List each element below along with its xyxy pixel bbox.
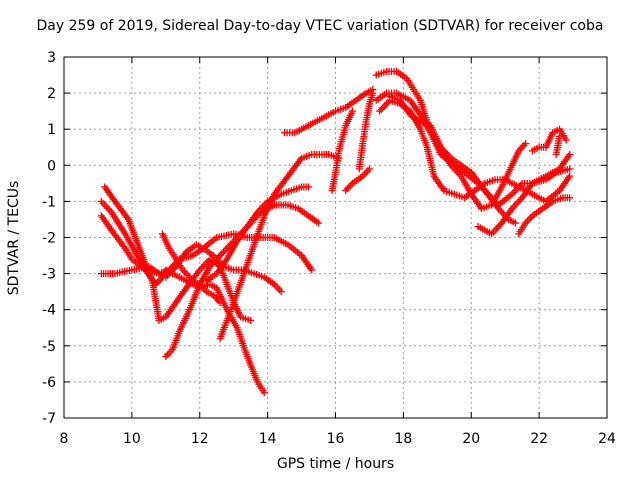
y-tick-label: -6 bbox=[42, 375, 56, 391]
series-s19 bbox=[528, 125, 570, 155]
y-tick-label: -5 bbox=[42, 339, 56, 355]
y-axis-label: SDTVAR / TECUs bbox=[6, 180, 22, 296]
series-s12 bbox=[342, 165, 373, 195]
data-point bbox=[216, 298, 224, 306]
x-tick-label: 10 bbox=[123, 431, 141, 447]
x-tick-label: 16 bbox=[327, 431, 345, 447]
data-point bbox=[511, 219, 519, 227]
data-point bbox=[277, 288, 285, 296]
data-point bbox=[566, 165, 574, 173]
data-point bbox=[304, 183, 312, 191]
x-tick-label: 14 bbox=[259, 431, 277, 447]
x-tick-label: 12 bbox=[191, 431, 209, 447]
x-tick-label: 8 bbox=[60, 431, 69, 447]
chart-title: Day 259 of 2019, Sidereal Day-to-day VTE… bbox=[36, 18, 604, 34]
series-s16 bbox=[386, 93, 530, 213]
data-point bbox=[369, 89, 377, 97]
y-tick-label: 2 bbox=[47, 86, 56, 102]
data-point bbox=[566, 172, 574, 180]
series-s18 bbox=[515, 194, 574, 238]
series-s5 bbox=[158, 230, 224, 306]
data-point bbox=[348, 107, 356, 115]
y-tick-label: 0 bbox=[47, 158, 56, 174]
series-s20 bbox=[552, 132, 563, 158]
x-tick-label: 24 bbox=[598, 431, 616, 447]
series-s11 bbox=[355, 89, 377, 173]
data-point bbox=[315, 219, 323, 227]
y-tick-label: -7 bbox=[42, 411, 56, 427]
x-axis-label: GPS time / hours bbox=[276, 456, 395, 472]
x-tick-label: 22 bbox=[530, 431, 548, 447]
data-point bbox=[308, 266, 316, 274]
y-tick-label: -4 bbox=[42, 303, 56, 319]
data-layer bbox=[97, 67, 574, 397]
data-point bbox=[522, 140, 530, 148]
x-tick-label: 20 bbox=[462, 431, 480, 447]
data-point bbox=[562, 136, 570, 144]
y-tick-label: 1 bbox=[47, 122, 56, 138]
x-tick-label: 18 bbox=[394, 431, 412, 447]
series-s10 bbox=[328, 107, 356, 195]
series-s8 bbox=[203, 183, 312, 285]
data-point bbox=[566, 194, 574, 202]
data-point bbox=[555, 132, 563, 140]
y-tick-label: -1 bbox=[42, 194, 56, 210]
data-point bbox=[365, 165, 373, 173]
data-point bbox=[260, 389, 268, 397]
series-s17 bbox=[474, 165, 574, 238]
data-point bbox=[566, 150, 574, 158]
y-tick-label: -2 bbox=[42, 231, 56, 247]
data-point bbox=[247, 317, 255, 325]
y-tick-label: 3 bbox=[47, 50, 56, 66]
series-s4 bbox=[101, 183, 255, 325]
y-tick-label: -3 bbox=[42, 267, 56, 283]
series-s9 bbox=[281, 85, 377, 137]
